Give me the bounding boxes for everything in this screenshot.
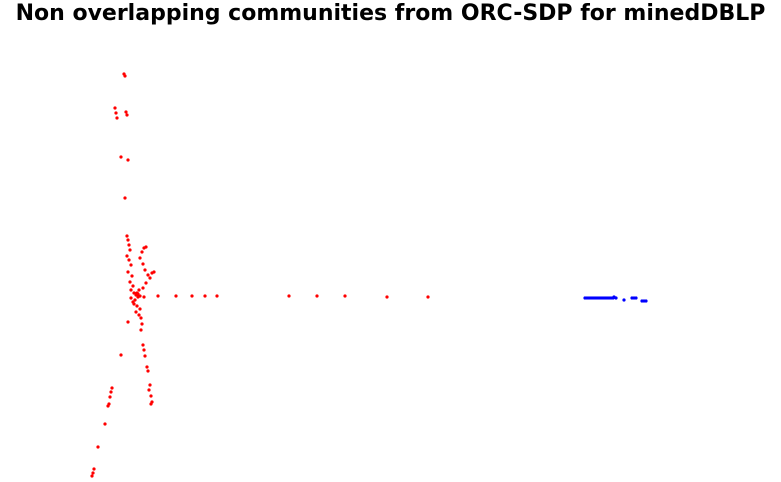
data-point	[203, 294, 207, 298]
data-point	[146, 369, 150, 373]
data-point	[131, 300, 135, 304]
data-point	[127, 258, 131, 262]
data-point	[106, 404, 110, 408]
data-point	[125, 234, 129, 238]
chart-title: Non overlapping communities from ORC-SDP…	[15, 1, 766, 26]
data-point	[144, 245, 148, 249]
data-point	[91, 471, 95, 475]
data-point	[128, 280, 132, 284]
data-point	[126, 238, 130, 242]
data-point	[131, 284, 135, 288]
data-point	[190, 294, 194, 298]
data-point	[126, 320, 130, 324]
data-point	[144, 281, 148, 285]
data-point	[143, 354, 147, 358]
data-point	[129, 296, 133, 300]
data-point	[385, 295, 389, 299]
data-point	[149, 394, 153, 398]
data-point	[149, 402, 153, 406]
data-point	[156, 294, 160, 298]
data-point	[123, 74, 127, 78]
data-point	[126, 158, 130, 162]
data-point	[140, 250, 144, 254]
data-point	[148, 383, 152, 387]
data-point	[90, 474, 94, 478]
data-point	[152, 270, 156, 274]
data-point	[141, 343, 145, 347]
data-point	[148, 276, 152, 280]
data-point	[110, 386, 114, 390]
data-point	[147, 388, 151, 392]
data-point	[109, 390, 113, 394]
data-point	[123, 196, 127, 200]
data-point	[135, 304, 139, 308]
data-point	[125, 254, 129, 258]
data-point	[634, 296, 638, 300]
data-point	[137, 288, 141, 292]
data-point	[426, 295, 430, 299]
data-point	[103, 422, 107, 426]
data-point	[343, 294, 347, 298]
data-point	[134, 310, 138, 314]
data-point	[215, 294, 219, 298]
data-point	[127, 243, 131, 247]
data-point	[138, 294, 142, 298]
data-point	[125, 113, 129, 117]
data-point	[143, 268, 147, 272]
data-point	[137, 313, 141, 317]
data-point	[174, 294, 178, 298]
data-point	[141, 262, 145, 266]
data-point	[287, 294, 291, 298]
data-point	[136, 292, 140, 296]
data-point	[115, 116, 119, 120]
data-point	[622, 298, 626, 302]
data-point	[114, 111, 118, 115]
data-point	[315, 294, 319, 298]
data-point	[145, 365, 149, 369]
data-point	[139, 316, 143, 320]
data-point	[129, 288, 133, 292]
data-point	[614, 296, 618, 300]
data-point	[119, 155, 123, 159]
data-point	[138, 307, 142, 311]
data-point	[92, 467, 96, 471]
data-point	[126, 270, 130, 274]
data-point	[132, 291, 136, 295]
data-point	[129, 263, 133, 267]
data-point	[142, 348, 146, 352]
data-point	[133, 298, 137, 302]
data-point	[113, 106, 117, 110]
data-point	[139, 328, 143, 332]
data-point	[96, 445, 100, 449]
data-point	[128, 248, 132, 252]
data-point	[124, 110, 128, 114]
data-point	[141, 286, 145, 290]
data-point	[140, 322, 144, 326]
data-point	[146, 273, 150, 277]
data-point	[138, 256, 142, 260]
data-point	[644, 299, 648, 303]
data-point	[119, 353, 123, 357]
data-point	[108, 395, 112, 399]
data-point	[142, 295, 146, 299]
data-point	[130, 274, 134, 278]
points-layer	[90, 72, 648, 478]
